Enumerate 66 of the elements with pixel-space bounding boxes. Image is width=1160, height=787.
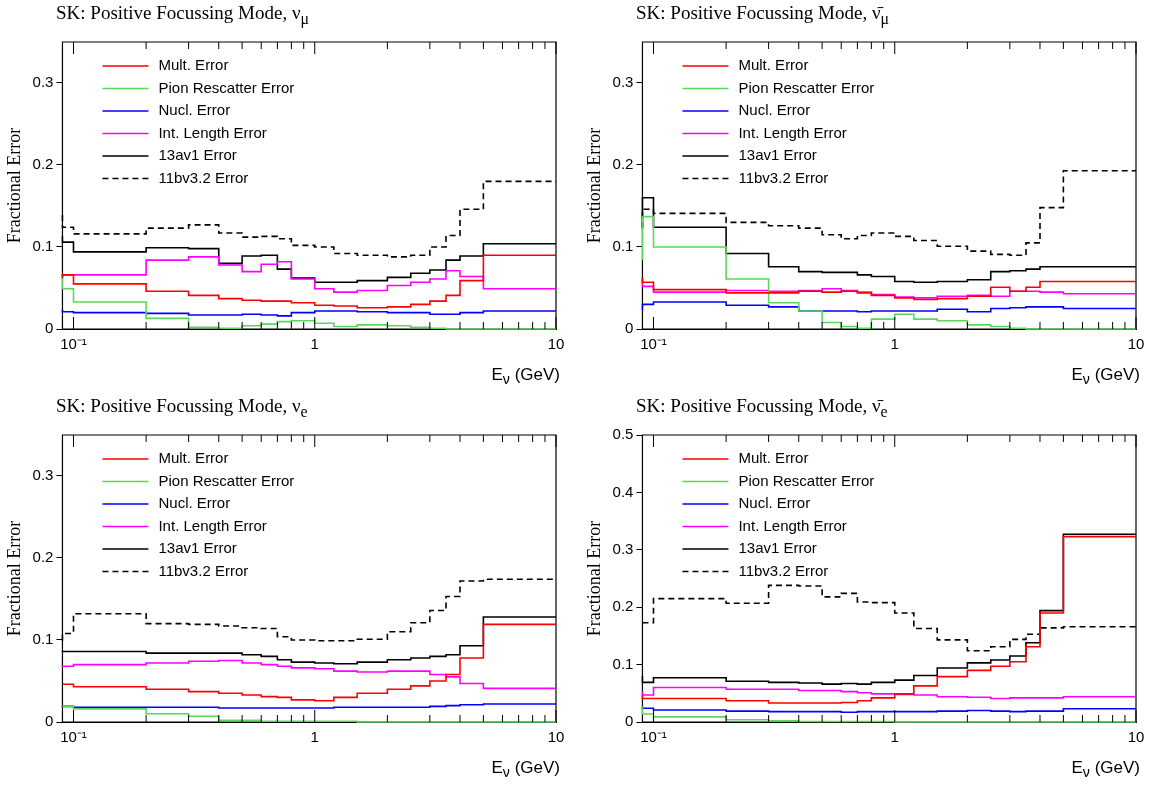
- x-tick-label: 10: [1127, 727, 1145, 745]
- legend-label: 11bv3.2 Error: [158, 168, 249, 186]
- legend-label: Int. Length Error: [738, 123, 847, 141]
- x-tick-label: 10: [547, 334, 565, 352]
- x-tick-label: 10: [547, 727, 565, 745]
- chart-title: SK: Positive Focussing Mode, ν̄$_{μ}$: [635, 1, 891, 30]
- y-tick-label: 0.2: [612, 597, 634, 615]
- y-axis-title: Fractional Error: [3, 127, 24, 244]
- y-tick-label: 0.5: [612, 425, 634, 443]
- y-tick-label: 0.3: [32, 466, 54, 484]
- y-tick-label: 0.2: [612, 155, 634, 173]
- x-tick-label: 10⁻¹: [640, 334, 667, 352]
- y-tick-label: 0: [625, 319, 634, 337]
- legend-label: Pion Rescatter Error: [738, 471, 875, 489]
- y-axis-title: Fractional Error: [3, 520, 24, 637]
- x-tick-label: 1: [310, 334, 319, 352]
- chart-title: SK: Positive Focussing Mode, ν$_{μ}$: [55, 1, 311, 30]
- y-tick-label: 0: [45, 712, 54, 730]
- x-axis-title: E$_{ν}$ (GeV): [1070, 758, 1141, 781]
- x-tick-label: 1: [310, 727, 319, 745]
- legend-label: Pion Rescatter Error: [158, 78, 295, 96]
- x-tick-label: 1: [890, 727, 899, 745]
- legend-label: Mult. Error: [738, 449, 809, 467]
- y-tick-label: 0.3: [32, 73, 54, 91]
- x-tick-label: 1: [890, 334, 899, 352]
- y-tick-label: 0.3: [612, 73, 634, 91]
- legend-label: Mult. Error: [738, 56, 809, 74]
- y-tick-label: 0.1: [612, 237, 634, 255]
- legend-label: 13av1 Error: [738, 539, 817, 557]
- legend-label: 11bv3.2 Error: [158, 561, 249, 579]
- y-tick-label: 0.1: [32, 630, 54, 648]
- legend-label: Nucl. Error: [738, 101, 811, 119]
- legend-label: Pion Rescatter Error: [738, 78, 875, 96]
- y-tick-label: 0: [625, 712, 634, 730]
- legend-label: Mult. Error: [158, 449, 229, 467]
- y-tick-label: 0.2: [32, 155, 54, 173]
- x-tick-label: 10⁻¹: [60, 334, 87, 352]
- y-tick-label: 0.1: [32, 237, 54, 255]
- x-axis-title: E$_{ν}$ (GeV): [1070, 365, 1141, 388]
- legend-label: Pion Rescatter Error: [158, 471, 295, 489]
- x-axis-title: E$_{ν}$ (GeV): [490, 365, 561, 388]
- legend-label: 13av1 Error: [158, 146, 237, 164]
- y-tick-label: 0.1: [612, 654, 634, 672]
- legend-label: 11bv3.2 Error: [738, 168, 829, 186]
- y-tick-label: 0.4: [612, 482, 634, 500]
- legend-label: Nucl. Error: [738, 494, 811, 512]
- x-tick-label: 10⁻¹: [60, 727, 87, 745]
- legend-label: Mult. Error: [158, 56, 229, 74]
- legend-label: 11bv3.2 Error: [738, 561, 829, 579]
- x-axis-title: E$_{ν}$ (GeV): [490, 758, 561, 781]
- x-tick-label: 10⁻¹: [640, 727, 667, 745]
- legend-label: Nucl. Error: [158, 494, 231, 512]
- y-axis-title: Fractional Error: [583, 520, 604, 637]
- y-tick-label: 0.3: [612, 539, 634, 557]
- y-tick-label: 0.2: [32, 548, 54, 566]
- legend-label: 13av1 Error: [738, 146, 817, 164]
- legend-label: 13av1 Error: [158, 539, 237, 557]
- chart-title: SK: Positive Focussing Mode, ν$_{e}$: [55, 394, 309, 422]
- legend-label: Int. Length Error: [738, 516, 847, 534]
- y-tick-label: 0: [45, 319, 54, 337]
- legend-label: Nucl. Error: [158, 101, 231, 119]
- legend-label: Int. Length Error: [158, 516, 267, 534]
- legend-label: Int. Length Error: [158, 123, 267, 141]
- chart-title: SK: Positive Focussing Mode, ν̄$_{e}$: [635, 394, 889, 422]
- y-axis-title: Fractional Error: [583, 127, 604, 244]
- x-tick-label: 10: [1127, 334, 1145, 352]
